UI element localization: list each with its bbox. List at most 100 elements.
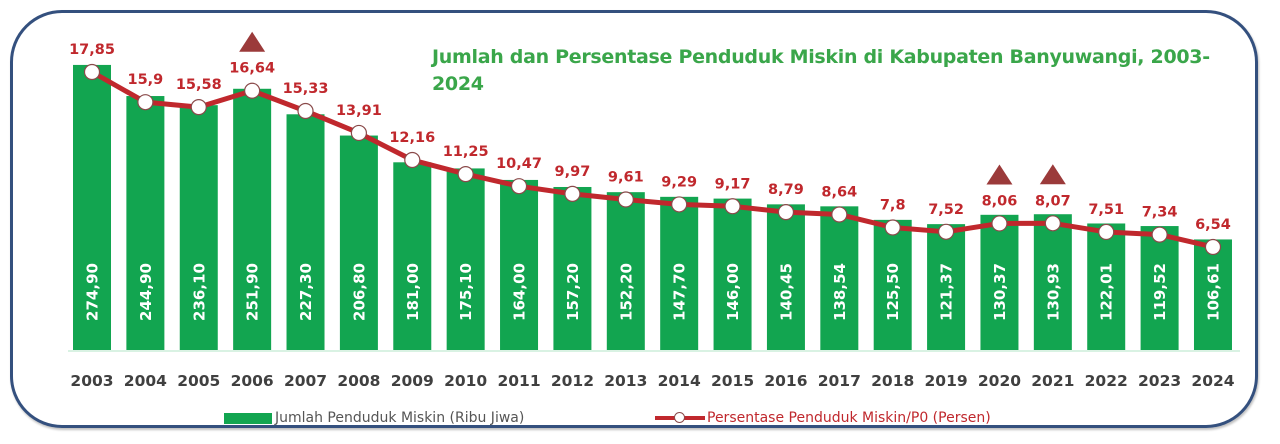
bar-2018[interactable] <box>873 219 912 350</box>
legend-bar-swatch-icon <box>224 412 272 424</box>
line-point-marker-icon[interactable] <box>297 102 314 120</box>
bar-value-label: 175,10 <box>457 263 475 321</box>
bar-2015[interactable] <box>713 198 752 350</box>
line-value-label: 12,16 <box>389 130 435 146</box>
x-tick-label: 2018 <box>871 372 914 390</box>
bar-value-label: 227,30 <box>297 263 315 321</box>
line-point-marker-icon[interactable] <box>137 94 154 111</box>
line-value-label: 13,91 <box>336 103 382 119</box>
bar-value-label: 236,10 <box>190 263 208 321</box>
line-point-marker-icon[interactable] <box>617 191 634 208</box>
bar-2020[interactable] <box>980 214 1019 350</box>
line-value-label: 9,61 <box>608 169 644 185</box>
bar-2024[interactable] <box>1193 239 1232 350</box>
bar-value-label: 130,93 <box>1044 263 1062 321</box>
bar-2019[interactable] <box>927 224 966 350</box>
line-point-marker-icon[interactable] <box>1151 226 1168 243</box>
bar-2010[interactable] <box>446 168 485 350</box>
line-value-label: 8,06 <box>982 193 1018 209</box>
line-value-label: 8,64 <box>821 184 857 200</box>
line-value-label: 8,07 <box>1035 193 1071 209</box>
bar-2014[interactable] <box>660 196 699 350</box>
x-tick-label: 2005 <box>177 372 220 390</box>
line-point-marker-icon[interactable] <box>457 166 474 183</box>
line-value-label: 7,52 <box>928 202 964 218</box>
percentage-line <box>90 69 1214 250</box>
bar-2005[interactable] <box>179 105 218 350</box>
x-tick-label: 2019 <box>925 372 968 390</box>
bar-value-label: 244,90 <box>137 263 155 321</box>
line-value-label: 17,85 <box>69 42 115 58</box>
bar-value-label: 181,00 <box>404 263 422 321</box>
bar-2013[interactable] <box>606 192 645 350</box>
x-tick-label: 2006 <box>231 372 274 390</box>
bar-2003[interactable] <box>73 64 111 350</box>
bar-value-label: 274,90 <box>84 263 102 321</box>
bar-value-label: 164,00 <box>511 263 529 321</box>
x-tick-label: 2020 <box>978 372 1021 390</box>
line-value-label: 10,47 <box>496 156 542 172</box>
line-point-marker-icon[interactable] <box>1204 238 1222 256</box>
bar-value-label: 147,70 <box>671 263 689 321</box>
x-tick-label: 2004 <box>124 372 167 390</box>
line-point-marker-icon[interactable] <box>671 196 688 213</box>
bar-2011[interactable] <box>500 179 539 350</box>
bar-value-label: 251,90 <box>244 263 262 321</box>
line-value-label: 9,29 <box>661 174 697 190</box>
bar-2009[interactable] <box>393 162 432 350</box>
line-value-label: 9,17 <box>715 176 751 192</box>
line-point-marker-icon[interactable] <box>564 185 581 203</box>
line-point-marker-icon[interactable] <box>831 206 848 223</box>
line-point-marker-icon[interactable] <box>190 99 207 116</box>
bar-2012[interactable] <box>553 186 592 350</box>
x-tick-label: 2007 <box>284 372 327 390</box>
line-value-label: 15,33 <box>283 81 329 97</box>
bar-2021[interactable] <box>1033 214 1072 350</box>
bar-2006[interactable] <box>233 88 272 351</box>
x-tick-label: 2011 <box>497 372 540 390</box>
bar-2023[interactable] <box>1140 226 1179 350</box>
x-tick-label: 2014 <box>658 372 701 390</box>
legend-item-bars[interactable]: Jumlah Penduduk Miskin (Ribu Jiwa) <box>224 410 524 426</box>
legend-item-line[interactable]: Persentase Penduduk Miskin/P0 (Persen) <box>655 410 991 426</box>
line-point-marker-icon[interactable] <box>777 204 795 221</box>
x-tick-label: 2022 <box>1085 372 1128 390</box>
bar-value-label: 122,01 <box>1098 263 1116 321</box>
line-value-label: 9,97 <box>555 164 591 180</box>
x-tick-label: 2013 <box>604 372 647 390</box>
bar-2004[interactable] <box>126 96 165 350</box>
line-point-marker-icon[interactable] <box>991 215 1008 232</box>
line-point-marker-icon[interactable] <box>350 124 367 142</box>
x-tick-label: 2012 <box>551 372 594 390</box>
bar-2022[interactable] <box>1087 223 1126 350</box>
bar-2016[interactable] <box>766 204 805 350</box>
bar-value-label: 138,54 <box>831 263 849 321</box>
bar-value-label: 121,37 <box>938 263 956 321</box>
line-value-label: 7,51 <box>1088 202 1124 218</box>
line-point-marker-icon[interactable] <box>1098 223 1115 241</box>
line-value-label: 15,9 <box>127 72 163 88</box>
bar-value-label: 125,50 <box>884 263 902 321</box>
bar-value-label: 106,61 <box>1204 263 1222 321</box>
line-point-marker-icon[interactable] <box>884 219 901 236</box>
x-tick-label: 2009 <box>391 372 434 390</box>
line-point-marker-icon[interactable] <box>244 82 261 99</box>
chart-title: Jumlah dan Persentase Penduduk Miskin di… <box>432 46 1210 95</box>
line-point-marker-icon[interactable] <box>83 63 101 81</box>
up-triangle-icon <box>1039 164 1066 185</box>
line-point-marker-icon[interactable] <box>1044 215 1061 232</box>
x-tick-label: 2010 <box>444 372 487 390</box>
line-point-marker-icon[interactable] <box>724 198 741 215</box>
bar-value-label: 152,20 <box>617 263 635 321</box>
line-point-marker-icon[interactable] <box>404 151 421 169</box>
legend-bar-label: Jumlah Penduduk Miskin (Ribu Jiwa) <box>275 410 525 426</box>
chart-frame <box>10 10 1258 428</box>
line-value-label: 7,8 <box>880 197 906 213</box>
bar-2007[interactable] <box>286 114 325 350</box>
bar-2017[interactable] <box>820 206 859 350</box>
line-point-marker-icon[interactable] <box>937 223 955 240</box>
line-value-label: 6,54 <box>1195 217 1231 233</box>
line-point-marker-icon[interactable] <box>510 178 528 195</box>
bar-2008[interactable] <box>339 135 378 350</box>
